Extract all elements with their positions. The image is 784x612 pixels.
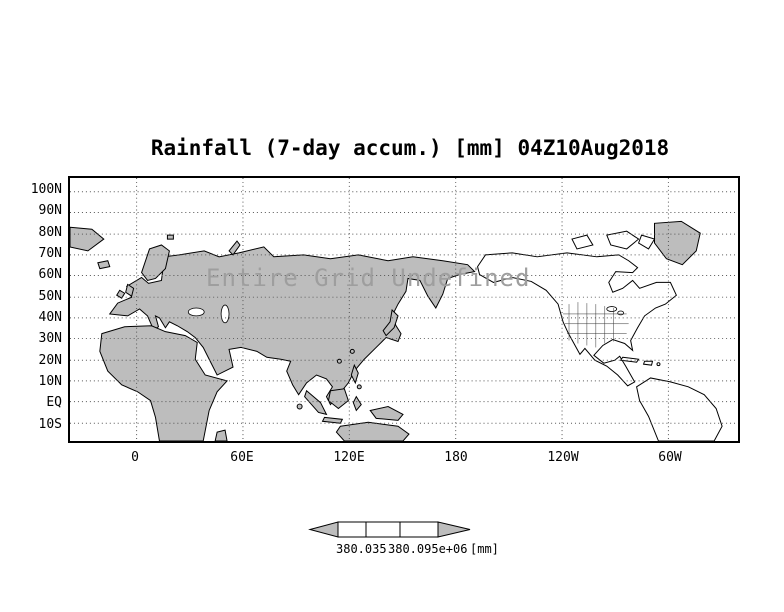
arctic-island-victoria xyxy=(571,234,594,250)
colorbar-segment-1 xyxy=(337,521,367,538)
colorbar-svg xyxy=(308,521,471,538)
x-tick-label: 180 xyxy=(444,450,468,465)
ireland-island xyxy=(116,289,126,299)
java-island xyxy=(321,416,344,424)
taiwan-island xyxy=(349,348,355,354)
scandinavia-landmass xyxy=(141,244,170,281)
colorbar-segment-3 xyxy=(399,521,439,538)
x-tick-label: 0 xyxy=(131,450,139,465)
philippines-islands xyxy=(350,363,359,385)
chart-title: Rainfall (7-day accum.) [mm] 04Z10Aug201… xyxy=(150,136,670,160)
colorbar-tick-right: 380.095e+06 xyxy=(388,542,468,556)
caspian-sea xyxy=(220,304,230,324)
eurasia-landmass xyxy=(108,246,476,406)
y-tick-label: 100N xyxy=(30,182,62,197)
world-map-svg xyxy=(70,178,738,441)
black-sea xyxy=(187,307,205,317)
y-tick-label: 40N xyxy=(38,310,62,325)
y-tick-label: 60N xyxy=(38,267,62,282)
colorbar-segment-2 xyxy=(365,521,401,538)
british-isles xyxy=(125,283,135,297)
y-tick-label: 10N xyxy=(38,374,62,389)
arctic-island-baffin xyxy=(606,230,640,250)
sri-lanka-island xyxy=(296,403,303,410)
y-tick-label: 90N xyxy=(38,203,62,218)
y-tick-label: 50N xyxy=(38,289,62,304)
arctic-island-ellesmere xyxy=(637,234,656,250)
puerto-rico-island xyxy=(656,362,661,367)
mindanao-island xyxy=(356,384,362,390)
lake-ontario xyxy=(617,310,625,316)
y-tick-label: 30N xyxy=(38,331,62,346)
map-frame xyxy=(68,176,740,443)
colorbar-tick-left: 380.035 xyxy=(336,542,387,556)
cuba-island xyxy=(619,356,640,363)
new-guinea-island xyxy=(369,406,404,421)
colorbar-right-arrow xyxy=(437,521,471,538)
australia-north-coast xyxy=(335,421,410,441)
y-tick-label: 70N xyxy=(38,246,62,261)
iceland-island xyxy=(97,260,111,270)
x-tick-label: 60E xyxy=(230,450,254,465)
japan-islands xyxy=(382,308,399,337)
y-tick-label: 10S xyxy=(38,417,62,432)
madagascar-island xyxy=(214,429,228,441)
y-tick-label: 20N xyxy=(38,353,62,368)
colorbar-unit-label: [mm] xyxy=(470,542,499,556)
sulawesi-island xyxy=(352,395,362,412)
y-tick-label: EQ xyxy=(46,395,62,410)
borneo-island xyxy=(327,388,349,410)
x-tick-label: 60W xyxy=(658,450,682,465)
greenland-landmass xyxy=(654,220,701,266)
grid-undefined-annotation: Entire Grid Undefined xyxy=(206,264,531,292)
novaya-zemlya-island xyxy=(228,240,241,256)
x-tick-label: 120W xyxy=(547,450,579,465)
y-tick-label: 80N xyxy=(38,225,62,240)
greenland-east-sliver xyxy=(70,226,105,252)
sumatra-island xyxy=(304,389,328,416)
south-america-landmass xyxy=(636,377,723,441)
great-lakes xyxy=(606,306,618,312)
colorbar: 380.035 380.095e+06 [mm] xyxy=(300,520,520,560)
colorbar-left-arrow xyxy=(308,521,339,538)
hispaniola-island xyxy=(642,360,654,366)
svalbard-island xyxy=(166,234,174,240)
x-tick-label: 120E xyxy=(333,450,365,465)
